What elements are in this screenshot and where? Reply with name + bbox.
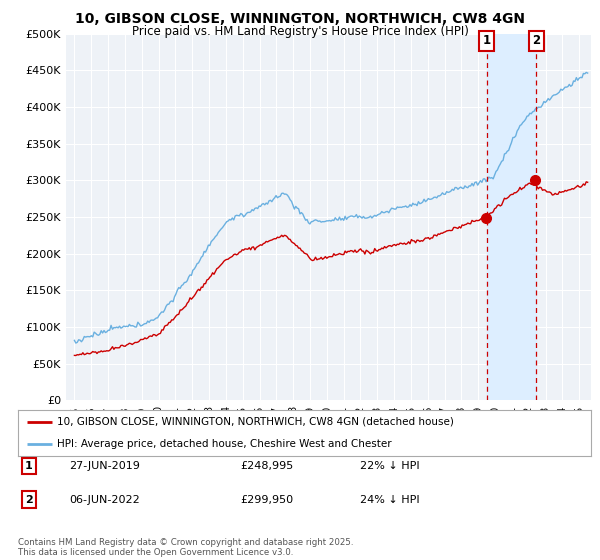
- Text: Contains HM Land Registry data © Crown copyright and database right 2025.
This d: Contains HM Land Registry data © Crown c…: [18, 538, 353, 557]
- Text: Price paid vs. HM Land Registry's House Price Index (HPI): Price paid vs. HM Land Registry's House …: [131, 25, 469, 38]
- Text: HPI: Average price, detached house, Cheshire West and Chester: HPI: Average price, detached house, Ches…: [57, 438, 392, 449]
- Text: 22% ↓ HPI: 22% ↓ HPI: [360, 461, 419, 471]
- Text: 1: 1: [25, 461, 32, 471]
- Text: 06-JUN-2022: 06-JUN-2022: [69, 494, 140, 505]
- Text: 2: 2: [25, 494, 32, 505]
- Text: 1: 1: [482, 34, 491, 48]
- Text: 27-JUN-2019: 27-JUN-2019: [69, 461, 140, 471]
- Bar: [487, 34, 536, 400]
- Text: 10, GIBSON CLOSE, WINNINGTON, NORTHWICH, CW8 4GN: 10, GIBSON CLOSE, WINNINGTON, NORTHWICH,…: [75, 12, 525, 26]
- Text: 24% ↓ HPI: 24% ↓ HPI: [360, 494, 419, 505]
- Text: 10, GIBSON CLOSE, WINNINGTON, NORTHWICH, CW8 4GN (detached house): 10, GIBSON CLOSE, WINNINGTON, NORTHWICH,…: [57, 417, 454, 427]
- Text: £248,995: £248,995: [240, 461, 293, 471]
- Text: 2: 2: [532, 34, 540, 48]
- Text: £299,950: £299,950: [240, 494, 293, 505]
